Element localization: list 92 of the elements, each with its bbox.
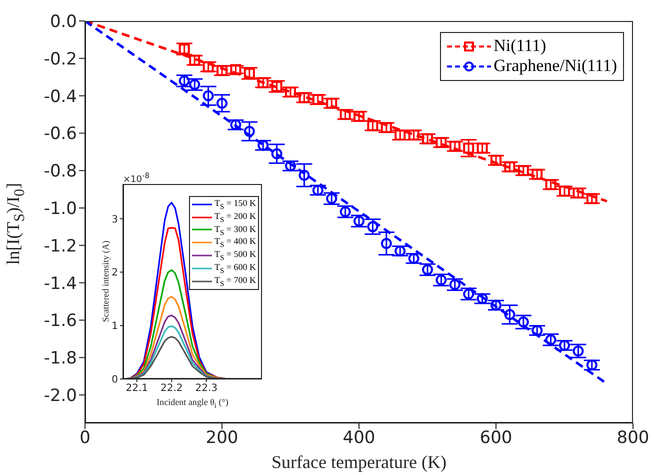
point (354, 110, 364, 122)
point (518, 316, 529, 328)
y-tick-label: -1.8 (44, 348, 77, 369)
annotation: ×10$^{-8}$ (123, 170, 150, 184)
y-tick-label: -1.4 (44, 274, 77, 294)
point (285, 160, 296, 172)
point (230, 64, 242, 76)
x-tick-label: 22.3 (195, 383, 218, 394)
y-tick-label: -0.6 (44, 124, 77, 144)
point (408, 130, 420, 141)
y-axis-title: Scattered intensity (A) (100, 240, 112, 324)
point (422, 133, 433, 144)
point (202, 90, 214, 102)
point (572, 188, 584, 199)
point (449, 140, 460, 152)
point (463, 142, 474, 154)
point (202, 61, 214, 72)
point (258, 77, 269, 88)
y-tick-label: 2 (112, 268, 118, 279)
y-tick-label: 0.0 (50, 12, 77, 32)
legend-label: T$_{S}$ = 300 K (214, 224, 256, 236)
point (340, 108, 351, 120)
point (326, 98, 338, 109)
y-tick-label: -1.0 (44, 199, 77, 220)
y-tick-label: 0 (112, 374, 118, 386)
x-tick-label: 22.2 (160, 383, 183, 394)
x-axis-title: Incident angle θ$_{i}$ (°) (156, 397, 230, 410)
y-tick-label: -2.0 (44, 386, 77, 406)
point (586, 193, 598, 204)
point (463, 288, 474, 300)
legend-label: T$_{S}$ = 500 K (214, 249, 256, 262)
point (449, 279, 460, 290)
point (244, 68, 255, 79)
legend-label: Ni(111) (494, 36, 546, 56)
point (354, 216, 364, 227)
point (559, 340, 570, 351)
x-tick-label: 200 (206, 428, 238, 448)
x-axis-title: Surface temperature (K) (270, 452, 448, 474)
y-tick-label: -0.8 (44, 162, 77, 182)
x-tick-label: 600 (480, 428, 512, 448)
point (504, 161, 516, 172)
point (436, 274, 447, 286)
x-tick-label: 400 (342, 428, 376, 448)
x-tick-label: 800 (616, 428, 650, 448)
point (271, 80, 282, 92)
point (216, 98, 228, 109)
y-tick-label: -0.2 (44, 49, 77, 70)
point (326, 193, 338, 204)
point (216, 65, 228, 76)
legend-label: T$_{S}$ = 700 K (214, 274, 256, 288)
point (189, 79, 200, 90)
point (572, 346, 584, 357)
point (312, 94, 324, 106)
x-tick-label: 22.1 (126, 383, 148, 394)
point (298, 170, 310, 181)
point (230, 119, 242, 130)
point (258, 140, 269, 151)
point (545, 334, 556, 346)
point (285, 86, 296, 98)
point (380, 122, 392, 134)
point (476, 142, 488, 154)
point (518, 165, 529, 176)
point (490, 154, 502, 166)
point (340, 206, 351, 218)
point (312, 184, 324, 196)
legend-label: T$_{S}$ = 200 K (214, 210, 256, 224)
legend-label: T$_{S}$ = 600 K (214, 262, 256, 275)
legend-label: T$_{S}$ = 150 K (214, 198, 256, 211)
point (436, 137, 447, 148)
point (367, 221, 378, 232)
legend-label: T$_{S}$ = 400 K (214, 236, 256, 250)
y-tick-label: -1.6 (44, 311, 77, 332)
point (244, 126, 255, 137)
y-tick-label: 3 (112, 214, 118, 226)
point (422, 264, 433, 276)
point (532, 168, 543, 180)
point (298, 92, 310, 104)
point (380, 238, 392, 249)
x-tick-label: 0 (80, 428, 90, 448)
point (476, 293, 488, 304)
y-tick-label: -1.2 (44, 236, 77, 256)
point (490, 300, 502, 311)
point (394, 130, 406, 141)
y-tick-label: -0.4 (44, 86, 77, 107)
y-tick-label: 1 (112, 321, 118, 332)
point (504, 309, 516, 320)
point (271, 148, 282, 160)
legend-label: Graphene/Ni(111) (494, 56, 617, 77)
point (559, 186, 570, 197)
point (367, 120, 378, 132)
point (545, 179, 556, 190)
point (178, 75, 190, 86)
